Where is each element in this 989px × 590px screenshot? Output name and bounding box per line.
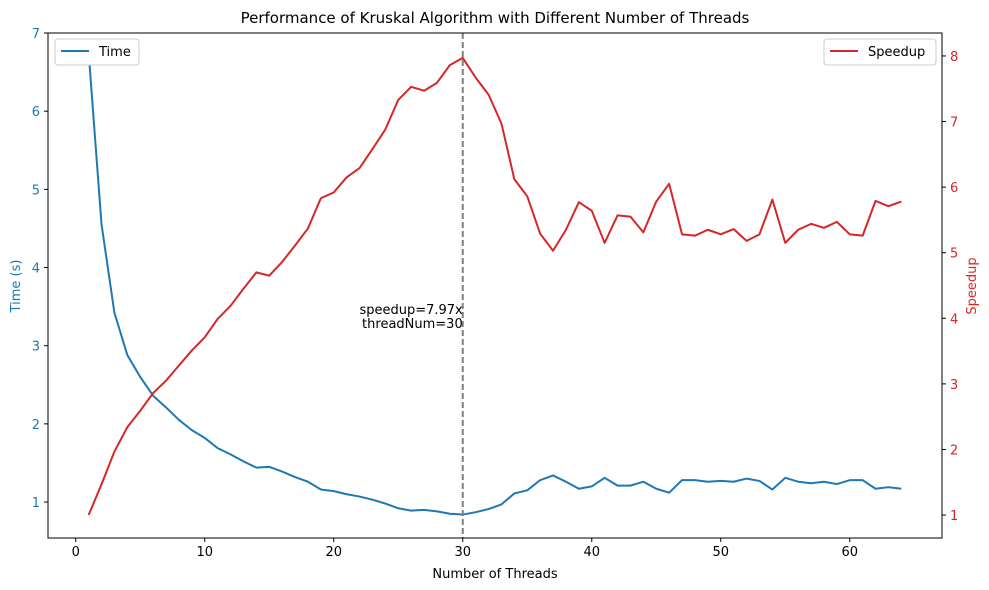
y-left-tick-label: 7 bbox=[32, 27, 40, 42]
annotation-speedup-text: speedup=7.97x bbox=[359, 303, 463, 318]
y-right-tick-label: 6 bbox=[950, 181, 958, 196]
y-right-tick-label: 3 bbox=[950, 378, 958, 393]
y-right-tick-label: 8 bbox=[950, 50, 958, 65]
y-left-tick-label: 5 bbox=[32, 183, 40, 198]
y-right-tick-label: 2 bbox=[950, 443, 958, 458]
annotation-threadnum-text: threadNum=30 bbox=[362, 317, 463, 332]
series-line-speedup bbox=[87, 56, 902, 516]
x-tick-label: 30 bbox=[454, 545, 471, 560]
x-tick-label: 40 bbox=[583, 545, 600, 560]
y-right-tick-label: 1 bbox=[950, 509, 958, 524]
x-tick-label: 50 bbox=[712, 545, 729, 560]
series-line-time bbox=[87, 52, 902, 516]
y-axis-label-left: Time (s) bbox=[9, 260, 24, 314]
y-left-tick-label: 2 bbox=[32, 418, 40, 433]
y-left-tick-label: 3 bbox=[32, 340, 40, 355]
y-left-tick-label: 1 bbox=[32, 496, 40, 511]
y-left-tick-label: 6 bbox=[32, 105, 40, 120]
series-layer bbox=[87, 52, 902, 516]
legend-time-label: Time bbox=[98, 45, 131, 60]
x-tick-label: 20 bbox=[325, 545, 342, 560]
x-tick-label: 10 bbox=[196, 545, 213, 560]
legend-time: Time bbox=[54, 38, 140, 66]
legend-speedup-label: Speedup bbox=[868, 45, 925, 60]
y-right-tick-label: 4 bbox=[950, 312, 958, 327]
ticks-layer: 0 10 20 30 40 50 60 1 2 3 4 5 6 7 1 2 3 4 5 6 7 8 bbox=[32, 27, 959, 560]
y-left-tick-label: 4 bbox=[32, 262, 40, 277]
y-right-tick-label: 7 bbox=[950, 116, 958, 131]
x-tick-label: 0 bbox=[72, 545, 80, 560]
y-right-tick-label: 5 bbox=[950, 247, 958, 262]
chart-title: Performance of Kruskal Algorithm with Di… bbox=[241, 9, 750, 27]
y-axis-label-right: Speedup bbox=[965, 257, 980, 314]
x-tick-label: 60 bbox=[841, 545, 858, 560]
x-axis-label: Number of Threads bbox=[432, 567, 557, 582]
legend-speedup: Speedup bbox=[823, 38, 937, 66]
plot-frame bbox=[47, 32, 943, 539]
